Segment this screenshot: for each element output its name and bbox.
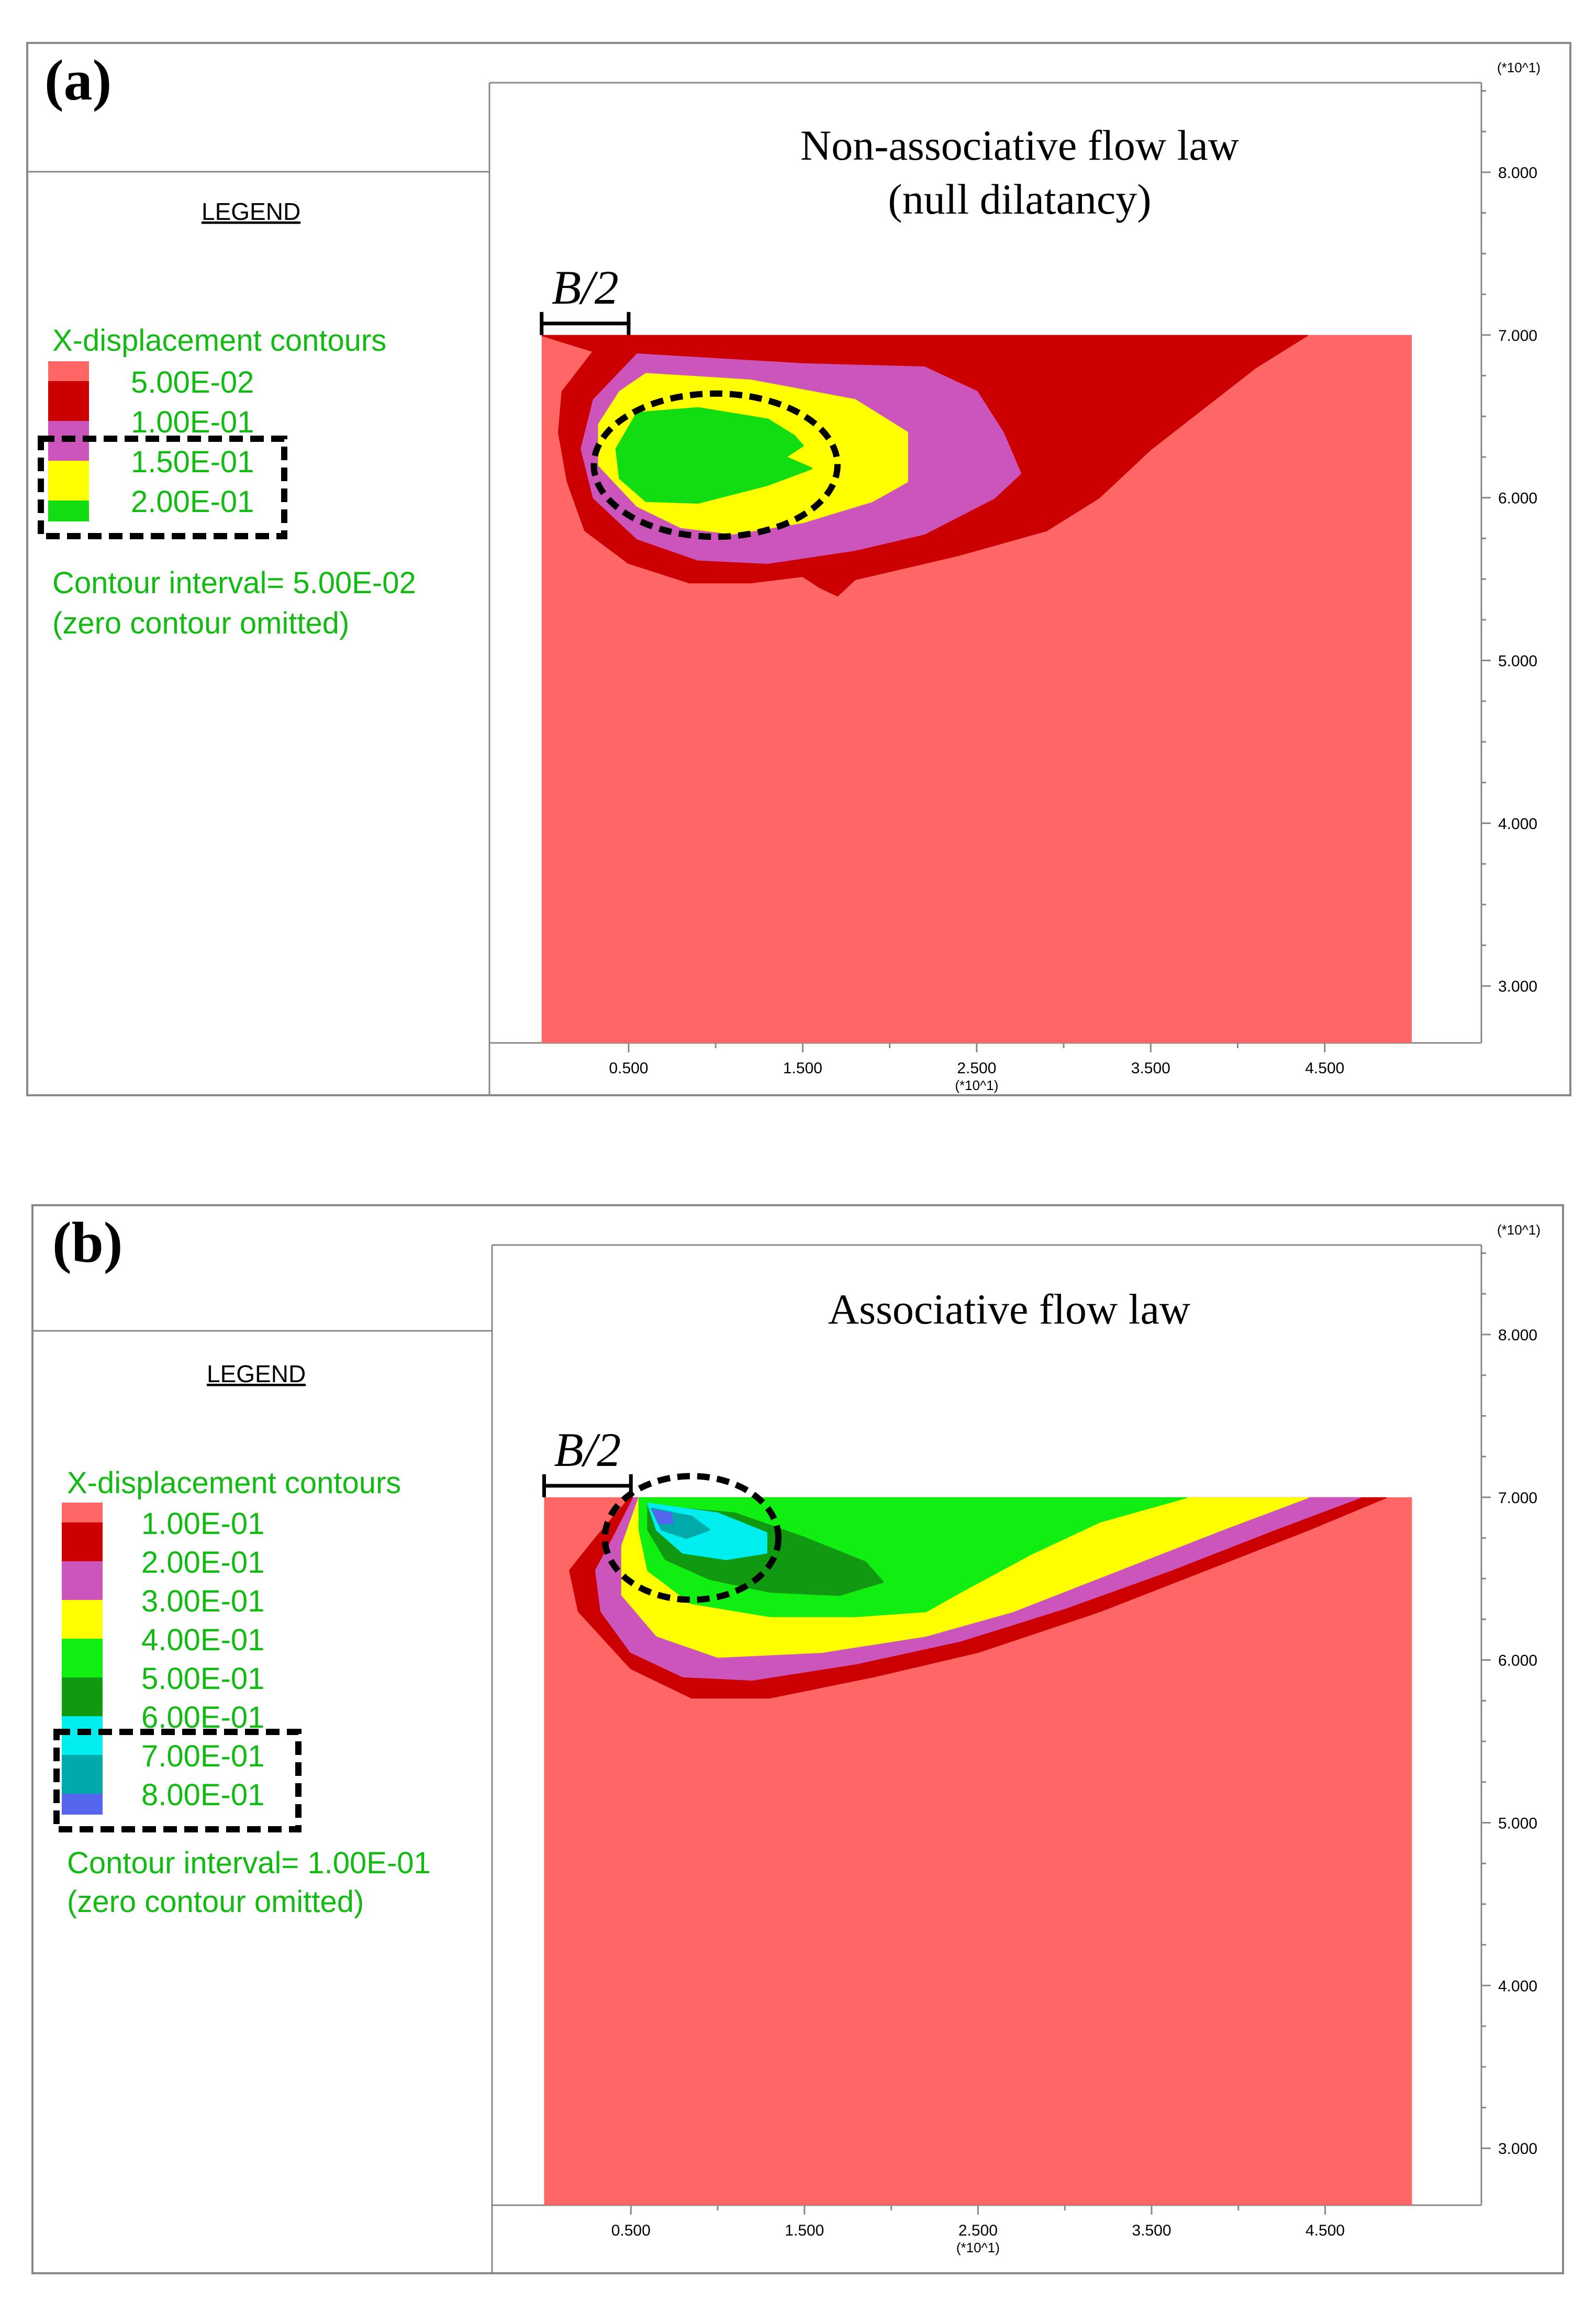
contour-plot: B/2 0.500 1.500 2.500 3.500 4.500 (*10^1) 3.000… [540,60,1541,1093]
legend-level-label: 7.00E-01 [141,1739,264,1773]
legend-interval: Contour interval= 5.00E-02 [52,566,416,600]
y-tick-label: 5.000 [1498,1815,1537,1832]
y-tick-label: 4.000 [1498,1977,1537,1995]
y-tick-label: 3.000 [1498,2140,1537,2158]
legend-swatch [62,1561,103,1600]
legend-heading: LEGEND [207,1360,306,1387]
legend-heading: LEGEND [202,198,300,225]
legend-highlight-box [53,1729,302,1832]
contour-regions [569,1497,1387,1699]
plot-title-line-1: Non-associative flow law [800,121,1239,169]
panel-label: (a) [44,48,111,112]
y-tick-label: 7.000 [1498,1489,1537,1507]
legend-level-label: 5.00E-02 [131,365,254,399]
y-tick-label: 3.000 [1498,978,1537,995]
legend-swatch [62,1794,103,1815]
highlight-ellipse [590,390,841,540]
panel-label: (b) [52,1210,122,1274]
x-tick-label: 1.500 [785,2222,824,2239]
contour-regions [541,335,1309,597]
legend-swatch [62,1639,103,1677]
legend-swatches [62,1503,103,1815]
legend-swatch [62,1716,103,1755]
legend-omitted: (zero contour omitted) [52,606,349,640]
legend-level-label: 5.00E-01 [141,1662,264,1696]
y-tick-label: 4.000 [1498,815,1537,832]
x-tick-label: 0.500 [609,1060,648,1077]
x-tick-label: 3.500 [1131,1060,1170,1077]
outer-frame [31,1204,1564,2274]
legend-swatch [62,1677,103,1716]
legend-level-label: 1.00E-01 [131,405,254,439]
legend-swatch [48,381,89,421]
legend-level-label: 4.00E-01 [141,1623,264,1657]
outer-frame [26,42,1571,1096]
legend-omitted: (zero contour omitted) [67,1885,364,1919]
contour-plot: B/2 0.500 1.500 2.500 3.500 4.500 (*10^1) 3.000… [542,1222,1541,2255]
legend-swatch-base [62,1503,103,1522]
legend-level-label: 2.00E-01 [141,1546,264,1580]
y-tick-label: 6.000 [1498,490,1537,507]
panel-a: (a) LEGEND X-displacement contours 5.00E… [0,0,1596,1126]
x-tick-label: 4.500 [1305,2222,1345,2239]
y-multiplier-label: (*10^1) [1497,60,1541,75]
x-tick-label: 4.500 [1305,1060,1344,1077]
plot-title-line-2: (null dilatancy) [888,175,1151,223]
legend-swatch [62,1522,103,1561]
legend-interval: Contour interval= 1.00E-01 [67,1846,431,1880]
y-tick-label: 7.000 [1498,327,1537,344]
legend-swatch [48,461,89,501]
x-tick-label: 3.500 [1132,2222,1171,2239]
x-multiplier-label: (*10^1) [956,2240,1000,2255]
highlight-ellipse [601,1473,782,1603]
legend-level-label: 1.50E-01 [131,445,254,479]
legend-swatch [62,1755,103,1794]
legend-level-label: 2.00E-01 [131,485,254,519]
x-multiplier-label: (*10^1) [955,1077,998,1093]
legend-swatch-base [48,361,89,381]
panel-b: (b) LEGEND X-displacement contours 1.00E… [0,1173,1596,2298]
legend-title: X-displacement contours [52,324,386,358]
plot-title: Associative flow law [828,1285,1190,1333]
x-tick-label: 2.500 [958,2222,998,2239]
footing-label: B/2 [554,1423,621,1476]
x-tick-label: 0.500 [611,2222,651,2239]
legend-swatch [48,501,89,521]
legend-title: X-displacement contours [67,1466,401,1500]
y-tick-label: 5.000 [1498,653,1537,670]
y-tick-label: 8.000 [1498,164,1537,182]
legend-level-label: 1.00E-01 [141,1507,264,1541]
legend-level-label: 8.00E-01 [141,1778,264,1812]
footing-label: B/2 [552,261,619,314]
x-tick-label: 1.500 [783,1060,822,1077]
x-tick-label: 2.500 [957,1060,996,1077]
y-multiplier-label: (*10^1) [1497,1222,1541,1238]
legend-level-label: 3.00E-01 [141,1584,264,1618]
panel-b-figure: (b) LEGEND X-displacement contours 1.00E… [31,1204,1564,2274]
panel-a-figure: (a) LEGEND X-displacement contours 5.00E… [26,42,1571,1096]
contour-region-0.8 [652,1509,674,1525]
y-tick-label: 8.000 [1498,1327,1537,1344]
contour-region-0.2 [615,407,812,504]
legend-swatch [62,1600,103,1639]
legend-highlight-box [38,436,287,539]
y-tick-label: 6.000 [1498,1652,1537,1670]
